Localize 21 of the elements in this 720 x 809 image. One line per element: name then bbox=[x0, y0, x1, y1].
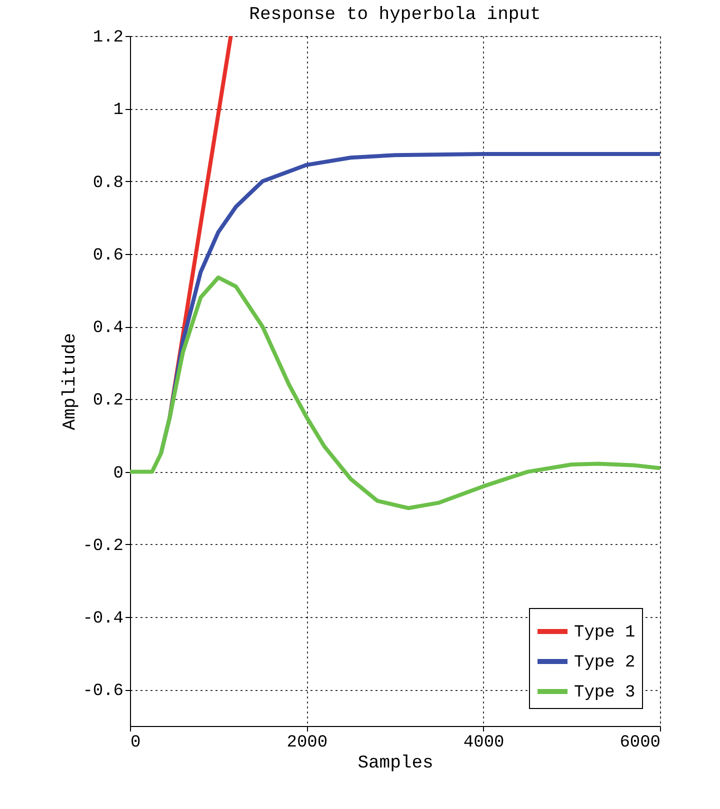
y-tick-label: 1.2 bbox=[92, 28, 124, 48]
y-tick-label: 0.2 bbox=[92, 392, 124, 411]
chart-title: Response to hyperbola input bbox=[249, 5, 541, 25]
line-series bbox=[130, 276, 660, 510]
y-tick-label: 0 bbox=[113, 464, 124, 484]
x-tick-label: 2000 bbox=[286, 734, 328, 752]
y-tick-label: -0.2 bbox=[82, 536, 124, 556]
x-tick-label: 4000 bbox=[463, 734, 504, 752]
y-tick-label: 1 bbox=[113, 101, 124, 120]
y-tick-label: 0.8 bbox=[92, 174, 124, 193]
legend-label: Type 3 bbox=[574, 684, 636, 702]
y-tick-label: -0.4 bbox=[82, 610, 124, 629]
x-axis-title: Samples bbox=[358, 754, 434, 774]
y-axis-title: Amplitude bbox=[60, 332, 81, 430]
y-tick-label: 0.6 bbox=[92, 246, 124, 266]
legend-label: Type 2 bbox=[574, 654, 636, 672]
y-tick-label: 0.4 bbox=[92, 319, 124, 338]
legend-label: Type 1 bbox=[574, 624, 636, 642]
y-tick-label: -0.6 bbox=[82, 682, 124, 702]
x-tick-label: 0 bbox=[130, 734, 141, 752]
x-tick-label: 6000 bbox=[620, 734, 660, 752]
